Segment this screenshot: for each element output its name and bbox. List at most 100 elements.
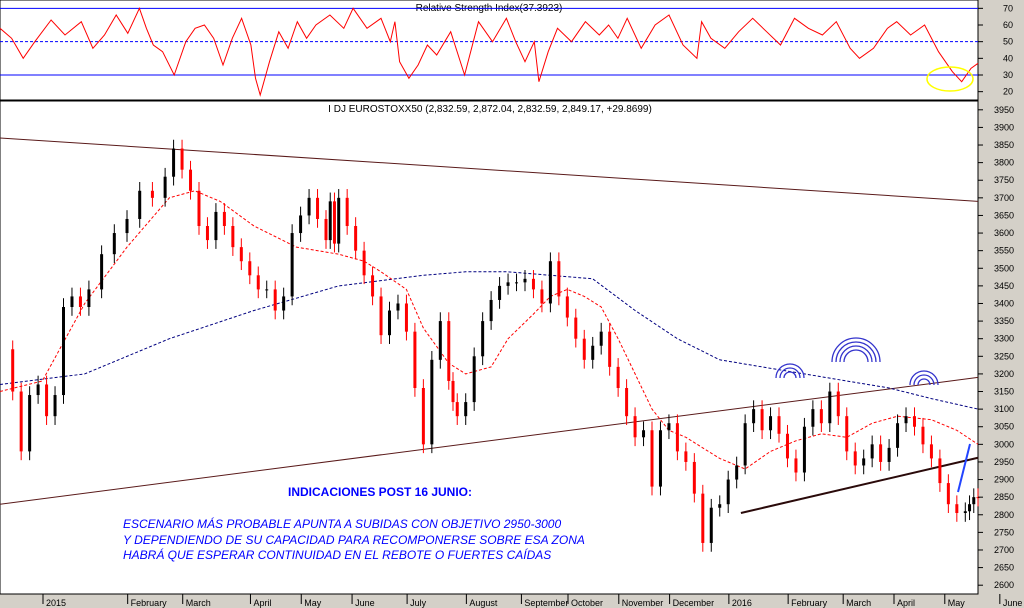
price-bar-body <box>819 409 823 424</box>
pattern-arc-1 <box>783 371 797 379</box>
x-tick-label: June <box>355 598 375 608</box>
price-bar-body <box>726 479 730 505</box>
price-bar-body <box>205 226 209 241</box>
price-bar-body <box>515 282 519 284</box>
rsi-tick-label: 20 <box>1003 87 1013 97</box>
price-bar-body <box>616 366 620 388</box>
price-bar-body <box>430 359 434 445</box>
price-bar-body <box>650 430 654 487</box>
pattern-arc-1 <box>775 363 805 379</box>
price-tick-label: 3700 <box>994 193 1014 203</box>
price-bar-body <box>760 409 764 431</box>
rsi-highlight-ellipse <box>926 66 974 92</box>
price-bar-body <box>879 444 883 462</box>
price-bar-body <box>972 497 976 505</box>
moving-average-1-line <box>0 190 979 470</box>
x-tick-label: 2016 <box>732 598 752 608</box>
price-y-axis: 2600 2650 2700 2750 2800 2850 2900 2950 3000 3050… <box>978 105 1014 590</box>
price-tick-label: 3500 <box>994 263 1014 273</box>
price-tick-label: 3800 <box>994 158 1014 168</box>
price-bar-body <box>642 430 646 438</box>
price-bar-body <box>36 384 40 396</box>
price-bar-body <box>150 190 154 198</box>
price-tick-label: 3300 <box>994 334 1014 344</box>
price-tick-label: 3050 <box>994 422 1014 432</box>
x-tick-label: December <box>673 598 715 608</box>
trendline-2 <box>0 376 979 505</box>
price-bar-body <box>709 507 713 543</box>
price-bar-body <box>362 250 366 276</box>
price-tick-label: 3250 <box>994 351 1014 361</box>
price-bar-body <box>282 296 286 311</box>
price-bar-body <box>811 409 815 427</box>
rsi-tick-label: 50 <box>1003 37 1013 47</box>
x-tick-label: July <box>410 598 427 608</box>
price-bar-body <box>955 504 959 514</box>
price-bar-body <box>214 211 218 241</box>
price-tick-label: 3950 <box>994 105 1014 115</box>
price-tick-label: 2750 <box>994 527 1014 537</box>
price-bar-body <box>438 321 442 360</box>
price-bar-body <box>870 444 874 459</box>
price-bar-body <box>498 285 502 300</box>
price-bar-body <box>769 416 773 431</box>
pattern-arc-3 <box>917 378 931 386</box>
price-tick-label: 3350 <box>994 316 1014 326</box>
price-bar-body <box>684 451 688 462</box>
x-tick-label: 2015 <box>46 598 66 608</box>
price-bar-body <box>523 278 527 283</box>
price-bar-body <box>896 423 900 448</box>
price-tick-label: 3850 <box>994 140 1014 150</box>
price-bar-body <box>658 430 662 487</box>
rsi-tick-label: 60 <box>1003 20 1013 30</box>
price-tick-label: 3600 <box>994 228 1014 238</box>
x-tick-label: February <box>131 598 168 608</box>
price-tick-label: 2600 <box>994 580 1014 590</box>
x-tick-label: June <box>1003 598 1023 608</box>
price-bar-body <box>172 148 176 177</box>
price-bar-body <box>531 278 535 290</box>
x-tick-label: October <box>571 598 603 608</box>
price-bar-body <box>421 387 425 445</box>
pattern-arc-3 <box>909 370 939 386</box>
annotation-heading: INDICACIONES POST 16 JUNIO: <box>288 485 472 499</box>
price-tick-label: 3200 <box>994 369 1014 379</box>
price-bar-body <box>845 416 849 452</box>
price-bar-body <box>316 197 320 219</box>
annotation-line-3: HABRÁ QUE ESPERAR CONTINUIDAD EN EL REBO… <box>123 547 551 562</box>
annotation-line-1: ESCENARIO MÁS PROBABLE APUNTA A SUBIDAS … <box>123 516 561 531</box>
x-tick-label: April <box>897 598 915 608</box>
price-title: I DJ EUROSTOXX50 (2,832.59, 2,872.04, 2,… <box>328 104 652 115</box>
price-bar-body <box>701 493 705 543</box>
price-bar-body <box>256 275 260 290</box>
rsi-level-lines <box>0 7 978 76</box>
price-bar-body <box>354 226 358 251</box>
price-bar-body <box>100 254 104 290</box>
price-bar-body <box>506 282 510 286</box>
pattern-arc-1 <box>779 367 801 379</box>
pattern-arc-2 <box>839 345 873 363</box>
trendline-1 <box>0 137 979 202</box>
price-bar-body <box>540 289 544 304</box>
price-bar-body <box>70 296 74 308</box>
x-tick-label: September <box>524 598 568 608</box>
price-bar-body <box>28 395 32 452</box>
price-bar-body <box>574 317 578 339</box>
price-bar-body <box>929 444 933 459</box>
price-bar-body <box>112 233 116 255</box>
price-bar-body <box>718 504 722 508</box>
price-bar-body <box>938 458 942 484</box>
price-bar-body <box>451 380 455 403</box>
price-bar-body <box>752 409 756 424</box>
price-plot-area <box>0 100 979 595</box>
price-bar-body <box>332 201 336 244</box>
price-tick-label: 2650 <box>994 563 1014 573</box>
pattern-arc-2 <box>835 341 877 363</box>
price-bar-body <box>472 356 476 403</box>
price-bar-body <box>87 289 91 308</box>
price-bar-body <box>299 215 303 234</box>
price-bar-body <box>163 176 167 198</box>
price-bar-body <box>345 197 349 227</box>
price-bar-body <box>802 426 806 473</box>
